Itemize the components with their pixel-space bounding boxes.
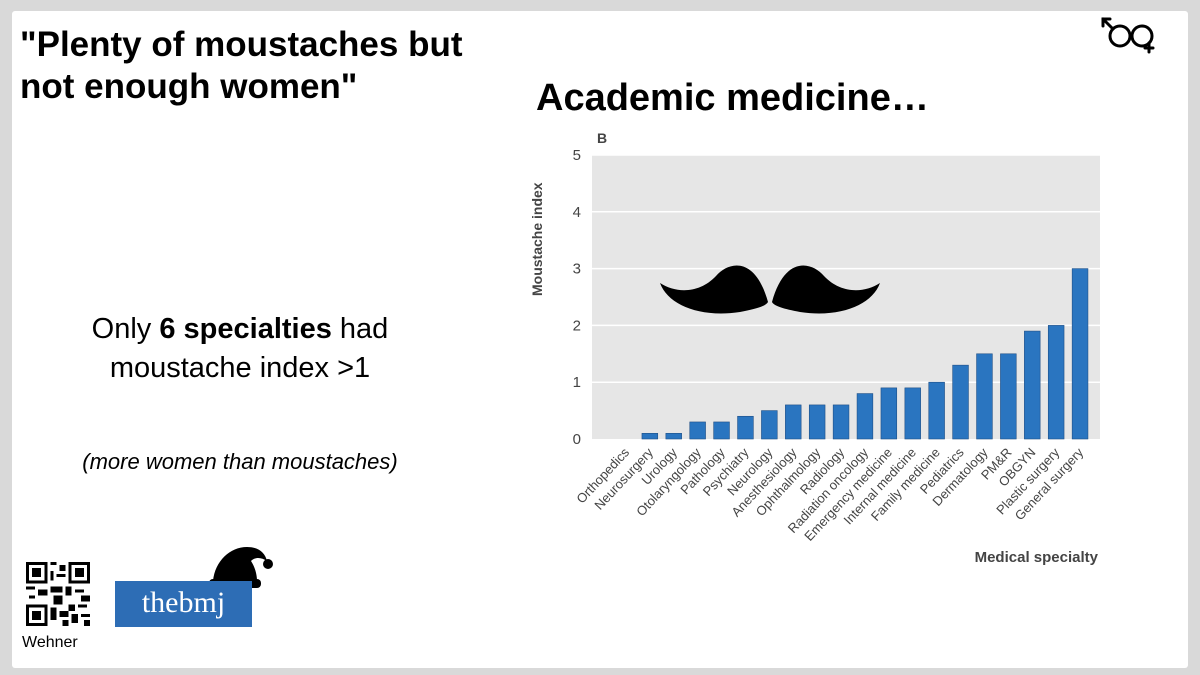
summary-prefix: Only xyxy=(91,313,160,345)
summary-text: Only 6 specialties had moustache index >… xyxy=(20,310,460,388)
bar xyxy=(1047,325,1065,440)
y-tick-label: 0 xyxy=(573,431,581,448)
y-tick-label: 2 xyxy=(573,317,581,334)
bar xyxy=(976,353,993,440)
bar xyxy=(832,404,850,440)
bar xyxy=(928,381,945,440)
bar xyxy=(737,415,754,440)
x-axis-label: Medical specialty xyxy=(975,549,1099,566)
bar xyxy=(1071,268,1089,440)
bar xyxy=(641,433,659,440)
bar xyxy=(904,387,921,440)
bmj-logo: thebmj xyxy=(115,581,252,627)
summary-note: (more women than moustaches) xyxy=(82,449,398,474)
y-tick-label: 3 xyxy=(573,261,581,278)
y-tick-label: 1 xyxy=(573,374,581,391)
bar xyxy=(1000,353,1017,440)
bar xyxy=(713,421,730,440)
y-axis-label: Moustache index xyxy=(529,182,545,296)
bar xyxy=(665,433,682,440)
slide-quote: "Plenty of moustaches but not enough wom… xyxy=(20,25,463,106)
bar xyxy=(856,393,874,440)
bar xyxy=(1024,330,1041,440)
bar xyxy=(808,404,826,440)
bar xyxy=(689,421,706,440)
y-tick-label: 4 xyxy=(573,204,581,221)
moustache-icon xyxy=(660,265,880,314)
bar xyxy=(952,364,969,440)
bar xyxy=(761,410,778,440)
bmj-logo-text: thebmj xyxy=(141,586,226,619)
panel-label: B xyxy=(597,130,607,146)
gender-symbol-icon xyxy=(1101,17,1155,54)
qr-code-icon xyxy=(26,562,90,626)
chart-title: Academic medicine… xyxy=(536,77,929,119)
author-name: Wehner xyxy=(22,634,78,651)
summary-suffix: had moustache index >1 xyxy=(109,313,389,384)
summary-bold: 6 specialties xyxy=(159,313,332,345)
bar xyxy=(785,404,802,440)
bar xyxy=(880,387,898,440)
y-tick-label: 5 xyxy=(573,147,581,164)
